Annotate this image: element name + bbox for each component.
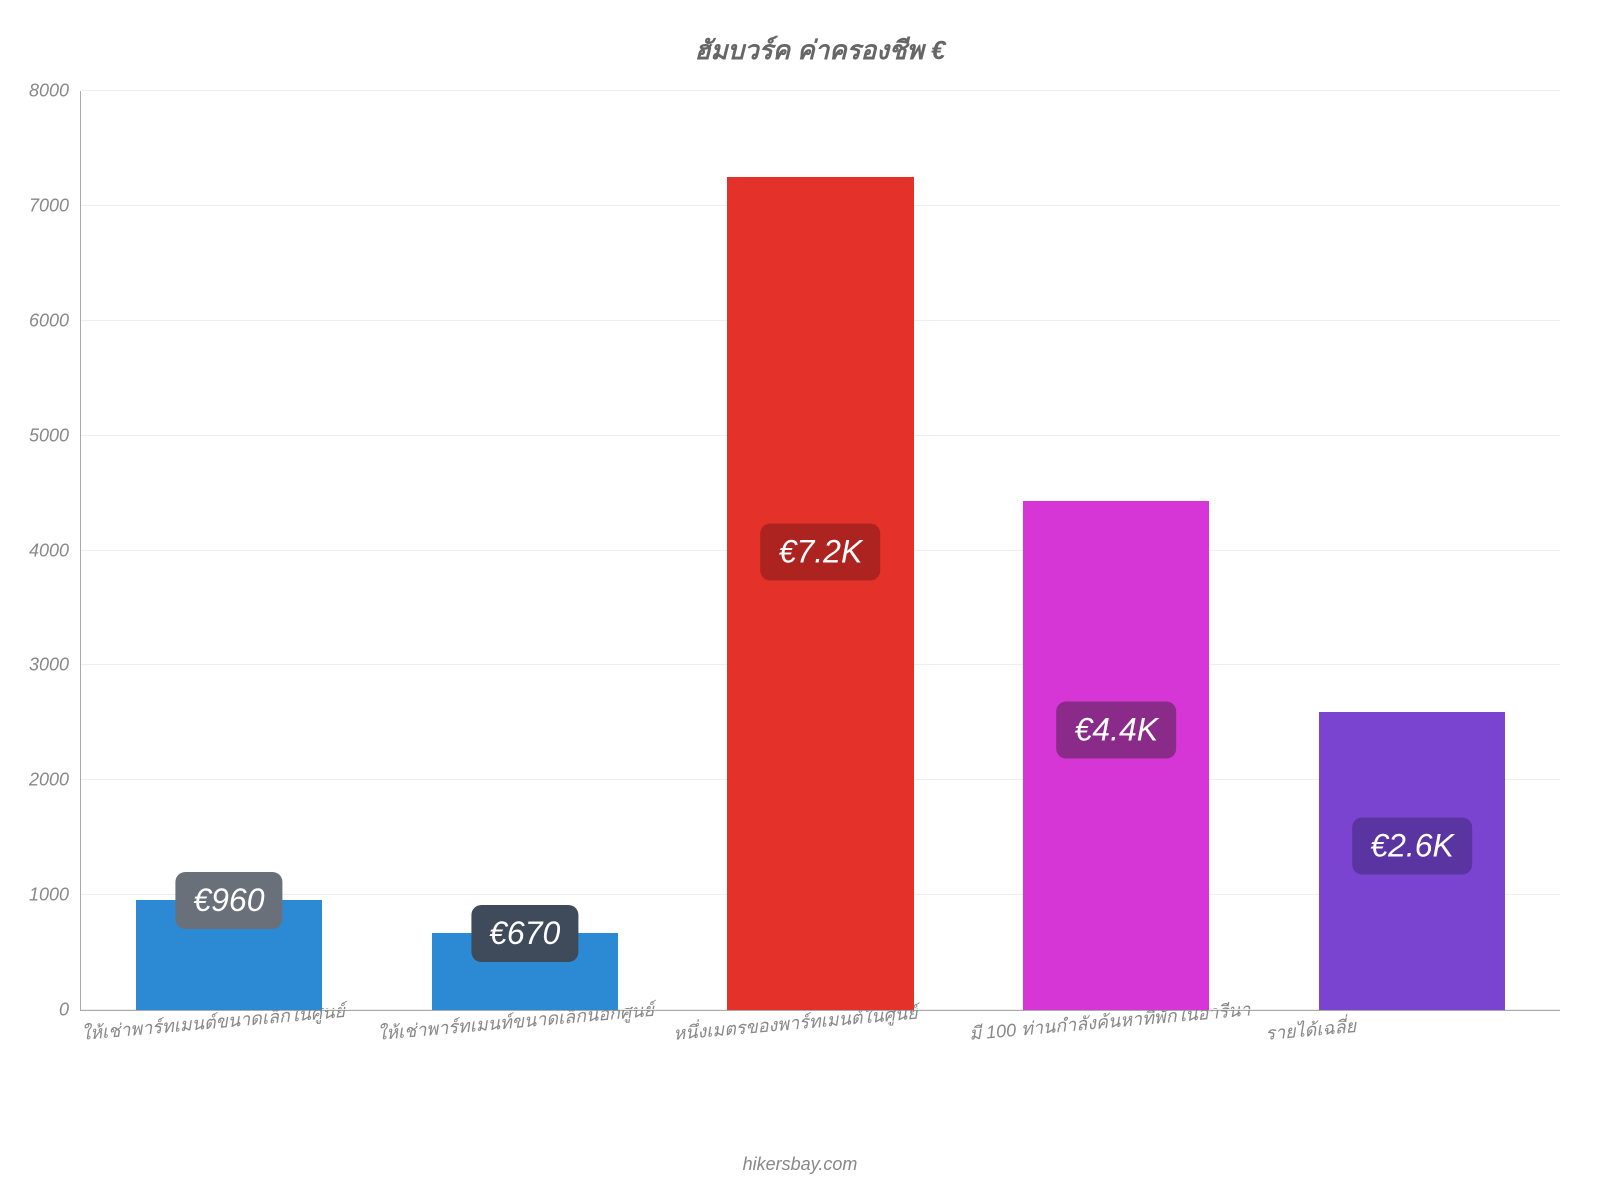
x-label-slot: ให้เช่าพาร์ทเมนท์ขนาดเล็กนอกศูนย์ xyxy=(376,1011,672,1091)
bar: €4.4K xyxy=(1023,501,1209,1010)
y-tick-label: 3000 xyxy=(29,655,69,676)
y-tick-label: 5000 xyxy=(29,425,69,446)
y-tick-label: 8000 xyxy=(29,81,69,102)
x-label-slot: ให้เช่าพาร์ทเมนต์ขนาดเล็กในศูนย์ xyxy=(80,1011,376,1091)
x-label-slot: มี 100 ท่านกำลังค้นหาที่พักในอารีนา xyxy=(968,1011,1264,1091)
chart-title: ฮัมบวร์ค ค่าครองชีพ € xyxy=(80,30,1560,71)
x-axis-labels: ให้เช่าพาร์ทเมนต์ขนาดเล็กในศูนย์ให้เช่าพ… xyxy=(80,1011,1560,1091)
bars-group: €960 €670 €7.2K €4.4K €2.6K xyxy=(81,91,1560,1010)
value-badge: €4.4K xyxy=(1056,702,1176,759)
bar: €670 xyxy=(432,933,618,1010)
y-tick-label: 7000 xyxy=(29,195,69,216)
x-label-slot: หนึ่งเมตรของพาร์ทเมนต์ในศูนย์ xyxy=(672,1011,968,1091)
value-badge: €7.2K xyxy=(761,523,881,580)
x-label-slot: รายได้เฉลี่ย xyxy=(1264,1011,1560,1091)
bar: €960 xyxy=(136,900,322,1010)
bar-slot: €2.6K xyxy=(1264,91,1560,1010)
chart-container: ฮัมบวร์ค ค่าครองชีพ € 010002000300040005… xyxy=(0,0,1600,1200)
bar: €2.6K xyxy=(1319,712,1505,1010)
value-badge: €2.6K xyxy=(1352,818,1472,875)
bar-slot: €4.4K xyxy=(968,91,1264,1010)
x-axis-label: รายได้เฉลี่ย xyxy=(1264,1011,1357,1048)
value-badge: €960 xyxy=(175,872,282,929)
y-tick-label: 6000 xyxy=(29,310,69,331)
plot-area: 010002000300040005000600070008000 €960€6… xyxy=(80,91,1560,1011)
bar-slot: €670 xyxy=(377,91,673,1010)
y-tick-label: 4000 xyxy=(29,540,69,561)
y-tick-label: 0 xyxy=(59,1000,69,1021)
y-tick-label: 1000 xyxy=(29,885,69,906)
attribution-text: hikersbay.com xyxy=(743,1154,858,1175)
bar: €7.2K xyxy=(727,177,913,1010)
bar-slot: €960 xyxy=(81,91,377,1010)
y-tick-label: 2000 xyxy=(29,770,69,791)
bar-slot: €7.2K xyxy=(673,91,969,1010)
value-badge: €670 xyxy=(471,905,578,962)
